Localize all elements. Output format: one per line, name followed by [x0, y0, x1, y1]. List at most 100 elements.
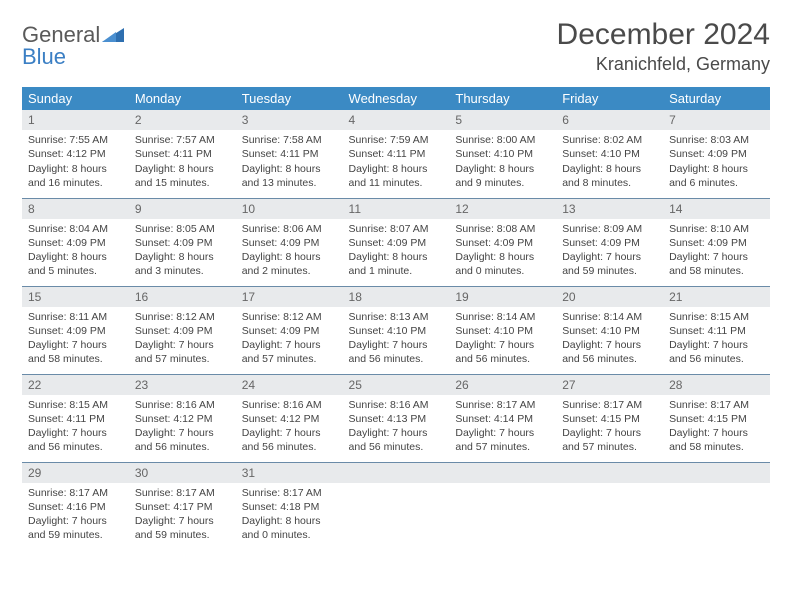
day-content: Sunrise: 7:55 AMSunset: 4:12 PMDaylight:…: [22, 130, 129, 196]
sunrise-text: Sunrise: 8:00 AM: [455, 133, 550, 147]
day-content: Sunrise: 8:07 AMSunset: 4:09 PMDaylight:…: [343, 219, 450, 285]
sunset-text: Sunset: 4:16 PM: [28, 500, 123, 514]
day-content: Sunrise: 8:08 AMSunset: 4:09 PMDaylight:…: [449, 219, 556, 285]
day-number-empty: [343, 463, 450, 483]
sunset-text: Sunset: 4:09 PM: [135, 324, 230, 338]
calendar-day-cell: 18Sunrise: 8:13 AMSunset: 4:10 PMDayligh…: [343, 286, 450, 374]
day-number: 15: [22, 287, 129, 307]
daylight-text: Daylight: 8 hours and 8 minutes.: [562, 162, 657, 190]
daylight-text: Daylight: 7 hours and 56 minutes.: [28, 426, 123, 454]
day-number: 31: [236, 463, 343, 483]
day-number-empty: [556, 463, 663, 483]
day-content: Sunrise: 8:12 AMSunset: 4:09 PMDaylight:…: [129, 307, 236, 373]
day-number: 29: [22, 463, 129, 483]
day-content: Sunrise: 8:16 AMSunset: 4:12 PMDaylight:…: [236, 395, 343, 461]
sunrise-text: Sunrise: 8:14 AM: [562, 310, 657, 324]
day-number: 26: [449, 375, 556, 395]
weekday-header: Monday: [129, 87, 236, 110]
day-content: Sunrise: 8:17 AMSunset: 4:15 PMDaylight:…: [556, 395, 663, 461]
calendar-day-cell: 8Sunrise: 8:04 AMSunset: 4:09 PMDaylight…: [22, 198, 129, 286]
sunrise-text: Sunrise: 8:14 AM: [455, 310, 550, 324]
calendar-day-cell: 28Sunrise: 8:17 AMSunset: 4:15 PMDayligh…: [663, 374, 770, 462]
calendar-day-cell: 7Sunrise: 8:03 AMSunset: 4:09 PMDaylight…: [663, 110, 770, 198]
day-content: Sunrise: 8:13 AMSunset: 4:10 PMDaylight:…: [343, 307, 450, 373]
daylight-text: Daylight: 7 hours and 58 minutes.: [28, 338, 123, 366]
logo-triangle-icon: [102, 22, 124, 47]
sunrise-text: Sunrise: 8:03 AM: [669, 133, 764, 147]
sunset-text: Sunset: 4:12 PM: [135, 412, 230, 426]
daylight-text: Daylight: 8 hours and 13 minutes.: [242, 162, 337, 190]
sunrise-text: Sunrise: 8:16 AM: [135, 398, 230, 412]
sunrise-text: Sunrise: 7:55 AM: [28, 133, 123, 147]
sunset-text: Sunset: 4:17 PM: [135, 500, 230, 514]
calendar-day-cell: 10Sunrise: 8:06 AMSunset: 4:09 PMDayligh…: [236, 198, 343, 286]
day-number: 20: [556, 287, 663, 307]
day-number: 16: [129, 287, 236, 307]
day-number: 5: [449, 110, 556, 130]
daylight-text: Daylight: 7 hours and 58 minutes.: [669, 426, 764, 454]
daylight-text: Daylight: 7 hours and 59 minutes.: [562, 250, 657, 278]
day-number: 24: [236, 375, 343, 395]
sunset-text: Sunset: 4:11 PM: [349, 147, 444, 161]
weekday-header: Saturday: [663, 87, 770, 110]
day-content: Sunrise: 8:03 AMSunset: 4:09 PMDaylight:…: [663, 130, 770, 196]
page-title: December 2024: [557, 18, 770, 52]
calendar-day-cell: [663, 462, 770, 550]
day-content: Sunrise: 8:15 AMSunset: 4:11 PMDaylight:…: [22, 395, 129, 461]
daylight-text: Daylight: 8 hours and 6 minutes.: [669, 162, 764, 190]
daylight-text: Daylight: 7 hours and 56 minutes.: [135, 426, 230, 454]
day-number: 4: [343, 110, 450, 130]
sunset-text: Sunset: 4:14 PM: [455, 412, 550, 426]
calendar-week-row: 29Sunrise: 8:17 AMSunset: 4:16 PMDayligh…: [22, 462, 770, 550]
day-number: 2: [129, 110, 236, 130]
sunrise-text: Sunrise: 8:04 AM: [28, 222, 123, 236]
day-content: Sunrise: 8:14 AMSunset: 4:10 PMDaylight:…: [449, 307, 556, 373]
sunrise-text: Sunrise: 8:17 AM: [562, 398, 657, 412]
sunrise-text: Sunrise: 8:16 AM: [242, 398, 337, 412]
sunrise-text: Sunrise: 7:59 AM: [349, 133, 444, 147]
day-content: Sunrise: 8:16 AMSunset: 4:12 PMDaylight:…: [129, 395, 236, 461]
sunset-text: Sunset: 4:13 PM: [349, 412, 444, 426]
day-content: Sunrise: 8:12 AMSunset: 4:09 PMDaylight:…: [236, 307, 343, 373]
daylight-text: Daylight: 8 hours and 0 minutes.: [242, 514, 337, 542]
sunrise-text: Sunrise: 8:02 AM: [562, 133, 657, 147]
daylight-text: Daylight: 8 hours and 0 minutes.: [455, 250, 550, 278]
calendar-day-cell: 2Sunrise: 7:57 AMSunset: 4:11 PMDaylight…: [129, 110, 236, 198]
sunset-text: Sunset: 4:10 PM: [455, 147, 550, 161]
calendar-week-row: 22Sunrise: 8:15 AMSunset: 4:11 PMDayligh…: [22, 374, 770, 462]
day-content: Sunrise: 8:14 AMSunset: 4:10 PMDaylight:…: [556, 307, 663, 373]
sunset-text: Sunset: 4:10 PM: [455, 324, 550, 338]
calendar-day-cell: 24Sunrise: 8:16 AMSunset: 4:12 PMDayligh…: [236, 374, 343, 462]
day-number: 6: [556, 110, 663, 130]
weekday-header: Wednesday: [343, 87, 450, 110]
sunset-text: Sunset: 4:11 PM: [135, 147, 230, 161]
sunset-text: Sunset: 4:09 PM: [242, 324, 337, 338]
logo-text: General Blue: [22, 24, 124, 68]
day-number: 30: [129, 463, 236, 483]
sunrise-text: Sunrise: 7:58 AM: [242, 133, 337, 147]
sunset-text: Sunset: 4:11 PM: [242, 147, 337, 161]
logo-word-2: Blue: [22, 44, 66, 69]
day-content: Sunrise: 8:17 AMSunset: 4:16 PMDaylight:…: [22, 483, 129, 549]
daylight-text: Daylight: 8 hours and 5 minutes.: [28, 250, 123, 278]
sunset-text: Sunset: 4:09 PM: [669, 147, 764, 161]
day-number: 9: [129, 199, 236, 219]
day-number: 3: [236, 110, 343, 130]
day-number: 11: [343, 199, 450, 219]
weekday-header-row: Sunday Monday Tuesday Wednesday Thursday…: [22, 87, 770, 110]
sunset-text: Sunset: 4:10 PM: [349, 324, 444, 338]
sunrise-text: Sunrise: 8:15 AM: [28, 398, 123, 412]
daylight-text: Daylight: 8 hours and 11 minutes.: [349, 162, 444, 190]
day-content: Sunrise: 8:17 AMSunset: 4:14 PMDaylight:…: [449, 395, 556, 461]
sunset-text: Sunset: 4:11 PM: [669, 324, 764, 338]
day-content: Sunrise: 8:06 AMSunset: 4:09 PMDaylight:…: [236, 219, 343, 285]
sunrise-text: Sunrise: 8:09 AM: [562, 222, 657, 236]
sunrise-text: Sunrise: 8:17 AM: [28, 486, 123, 500]
calendar-day-cell: 31Sunrise: 8:17 AMSunset: 4:18 PMDayligh…: [236, 462, 343, 550]
day-number: 21: [663, 287, 770, 307]
sunrise-text: Sunrise: 8:10 AM: [669, 222, 764, 236]
day-content: Sunrise: 7:57 AMSunset: 4:11 PMDaylight:…: [129, 130, 236, 196]
calendar-day-cell: 27Sunrise: 8:17 AMSunset: 4:15 PMDayligh…: [556, 374, 663, 462]
sunrise-text: Sunrise: 8:17 AM: [242, 486, 337, 500]
calendar-day-cell: [343, 462, 450, 550]
